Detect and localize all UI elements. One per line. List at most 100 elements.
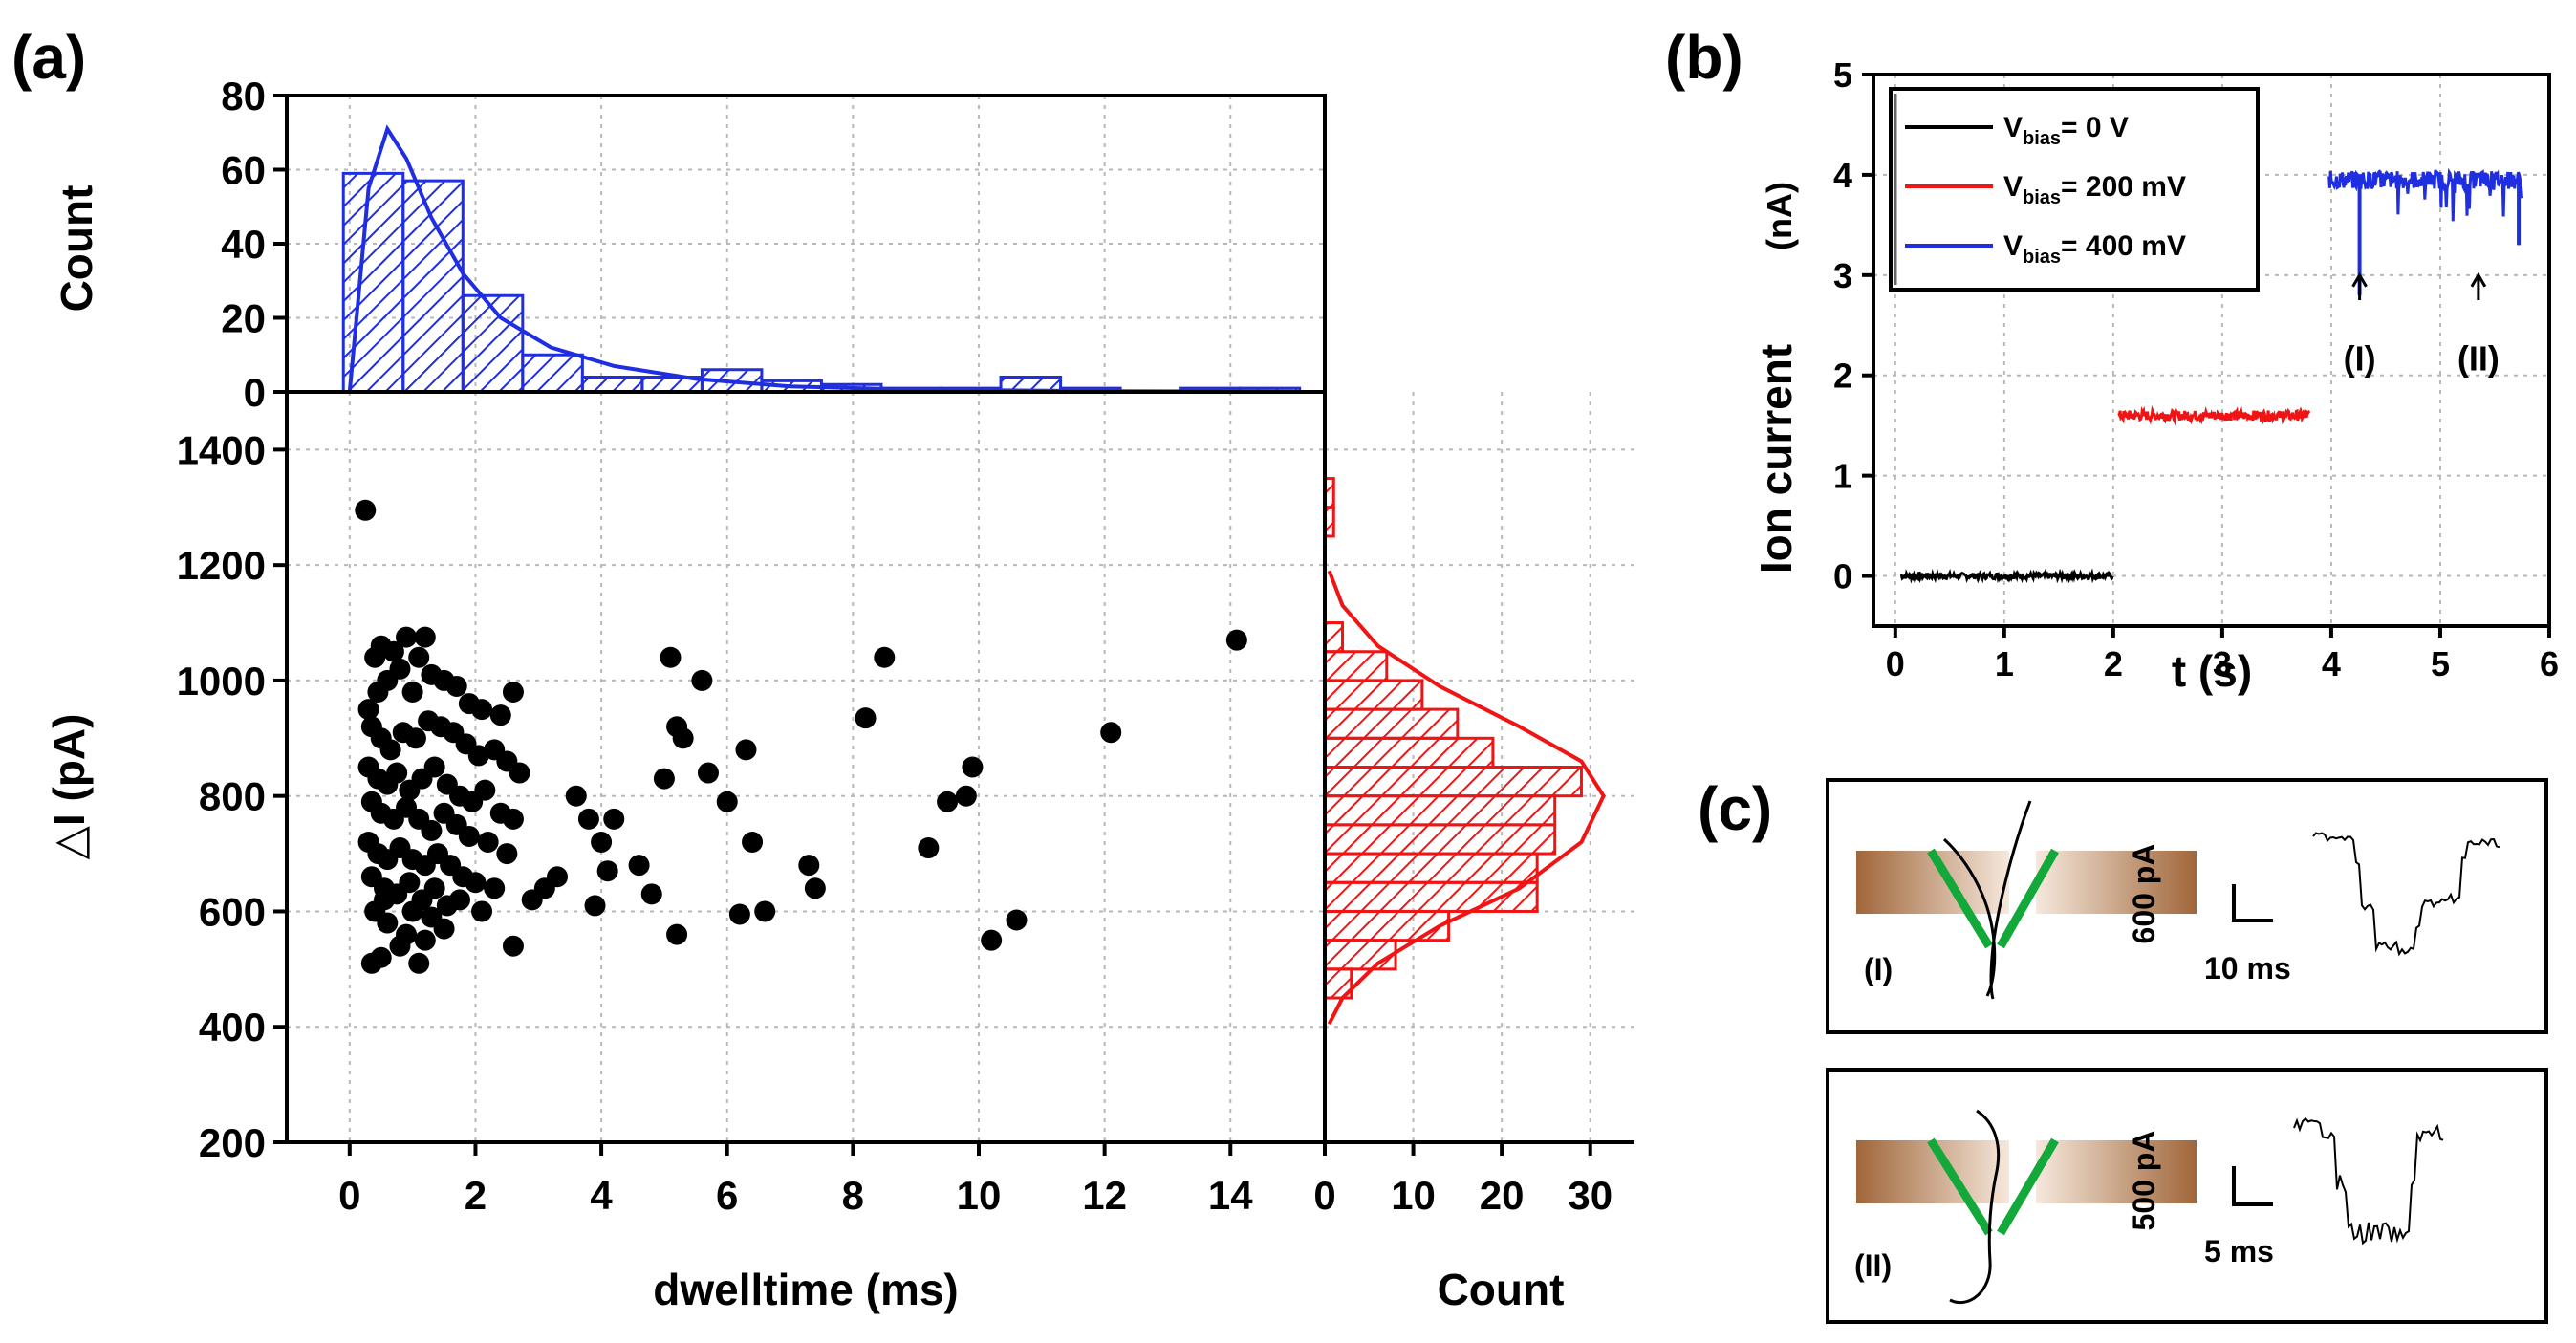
right-hist-bar: [1323, 766, 1583, 798]
top-hist-ytick-label: 60: [221, 148, 266, 193]
top-hist-ytick-label: 20: [221, 296, 266, 341]
dna-strand-2: [1949, 1109, 2001, 1305]
scatter-point: [666, 923, 688, 945]
scatter-point: [355, 499, 377, 521]
scatter-point: [404, 727, 426, 749]
right-hist-bar: [1323, 621, 1345, 654]
scatter-point: [509, 762, 530, 784]
scatter-point: [981, 929, 1003, 951]
scatter-point: [1100, 722, 1122, 744]
scatter-ytick-label: 200: [199, 1120, 266, 1165]
top-histogram: 0 20 40 60 80 Count: [52, 74, 1327, 415]
event-label: (II): [2457, 338, 2500, 378]
scatter-point: [754, 900, 776, 922]
scatter-point: [955, 785, 977, 807]
right-hist-fit-curve: [1327, 570, 1606, 1026]
scatter-point: [477, 832, 499, 853]
event-1-label: (I): [1864, 952, 1893, 986]
scatter-point: [423, 877, 445, 899]
pore-wall-left-2: [1927, 1137, 1993, 1236]
b-xlabel: t (s): [2172, 646, 2252, 696]
legend-entry: Vbias= 0 V: [2003, 112, 2129, 149]
event-arrowhead: [2470, 271, 2487, 288]
legend-entry: Vbias= 200 mV: [2003, 171, 2186, 208]
top-hist-ytick-label: 80: [221, 74, 266, 119]
top-hist-bar: [461, 293, 525, 394]
scatter-point: [591, 832, 613, 853]
scatter-point: [640, 883, 662, 905]
scatter-point: [389, 935, 411, 957]
scatter-point: [502, 682, 524, 703]
scatter-point: [360, 952, 382, 974]
b-ylabel-unit: (nA): [1760, 182, 1799, 250]
scatter-point: [918, 837, 940, 859]
b-xtick-label: 1: [1995, 644, 2014, 683]
scatter-ytick-label: 1000: [177, 659, 266, 704]
scatter-point: [728, 903, 750, 925]
scatter-point: [408, 952, 430, 974]
scatter-point: [401, 682, 423, 703]
event-2-scale-bar: [2232, 1166, 2273, 1206]
pore-wall-left: [1927, 848, 1993, 949]
right-hist-xtick-label: 10: [1391, 1173, 1436, 1218]
event-1-scale-x: 10 ms: [2204, 951, 2291, 986]
scatter-point: [377, 912, 399, 934]
right-hist-bar: [1323, 909, 1451, 942]
scatter-ytick-label: 800: [199, 774, 266, 819]
scatter-point: [465, 872, 487, 894]
scatter-point: [716, 791, 738, 812]
scatter-point: [357, 699, 379, 721]
scatter-point: [547, 866, 569, 888]
right-histogram: 0 10 20 30 Count: [1313, 392, 1634, 1314]
scatter-point: [458, 825, 480, 847]
scatter-point: [489, 704, 511, 726]
right-hist-bar: [1323, 650, 1389, 682]
scatter-point: [1006, 909, 1028, 931]
scatter-xtick-label: 8: [842, 1173, 864, 1218]
event-2-scale-y: 500 pA: [2127, 1131, 2161, 1231]
scatter-ytick-label: 600: [199, 889, 266, 934]
right-hist-xtick-label: 30: [1568, 1173, 1613, 1218]
b-ytick-label: 0: [1833, 557, 1852, 596]
panel-letter-b: (b): [1665, 23, 1743, 92]
scatter-point: [382, 640, 404, 662]
scatter-point: [697, 762, 719, 784]
scatter-point: [596, 860, 618, 882]
scatter-point: [379, 739, 401, 761]
scatter-xtick-label: 14: [1208, 1173, 1253, 1218]
scatter-point: [565, 785, 587, 807]
top-hist-bar: [401, 179, 465, 394]
right-hist-xlabel: Count: [1438, 1265, 1565, 1314]
right-hist-bar: [1323, 939, 1397, 971]
b-ytick-label: 1: [1833, 457, 1852, 496]
scatter-point: [484, 877, 506, 899]
legend-entry: Vbias= 400 mV: [2003, 230, 2186, 268]
b-ytick-label: 5: [1833, 55, 1852, 95]
scatter-xtick-label: 0: [338, 1173, 360, 1218]
b-xtick-label: 6: [2540, 644, 2559, 683]
scatter-point: [471, 900, 493, 922]
trace-series-1: [2117, 404, 2311, 426]
event-1-scale-y: 600 pA: [2127, 844, 2161, 944]
top-hist-bar: [580, 376, 644, 394]
scatter-point: [386, 762, 408, 784]
top-hist-bar: [521, 353, 584, 394]
scatter-point: [408, 646, 430, 668]
right-hist-xtick-label: 20: [1480, 1173, 1525, 1218]
event-2-label: (II): [1854, 1248, 1892, 1283]
scatter-point: [414, 626, 436, 648]
pore-wall-right-2: [1997, 1137, 2059, 1236]
event-1-scale-bar: [2232, 884, 2273, 922]
scatter-xtick-label: 10: [957, 1173, 1002, 1218]
top-hist-ytick-label: 40: [221, 222, 266, 267]
event-2-panel: (II) 500 pA 5 ms: [1826, 1068, 2548, 1324]
scatter-ytick-label: 400: [199, 1005, 266, 1050]
scatter-xlabel: dwelltime (ms): [653, 1265, 959, 1314]
scatter-point: [502, 935, 524, 957]
scatter-point: [798, 855, 820, 877]
scatter-point: [423, 756, 445, 778]
scatter-point: [804, 877, 826, 899]
b-xtick-label: 3: [2213, 644, 2232, 683]
scatter-point: [496, 843, 518, 865]
scatter-point: [421, 819, 443, 841]
